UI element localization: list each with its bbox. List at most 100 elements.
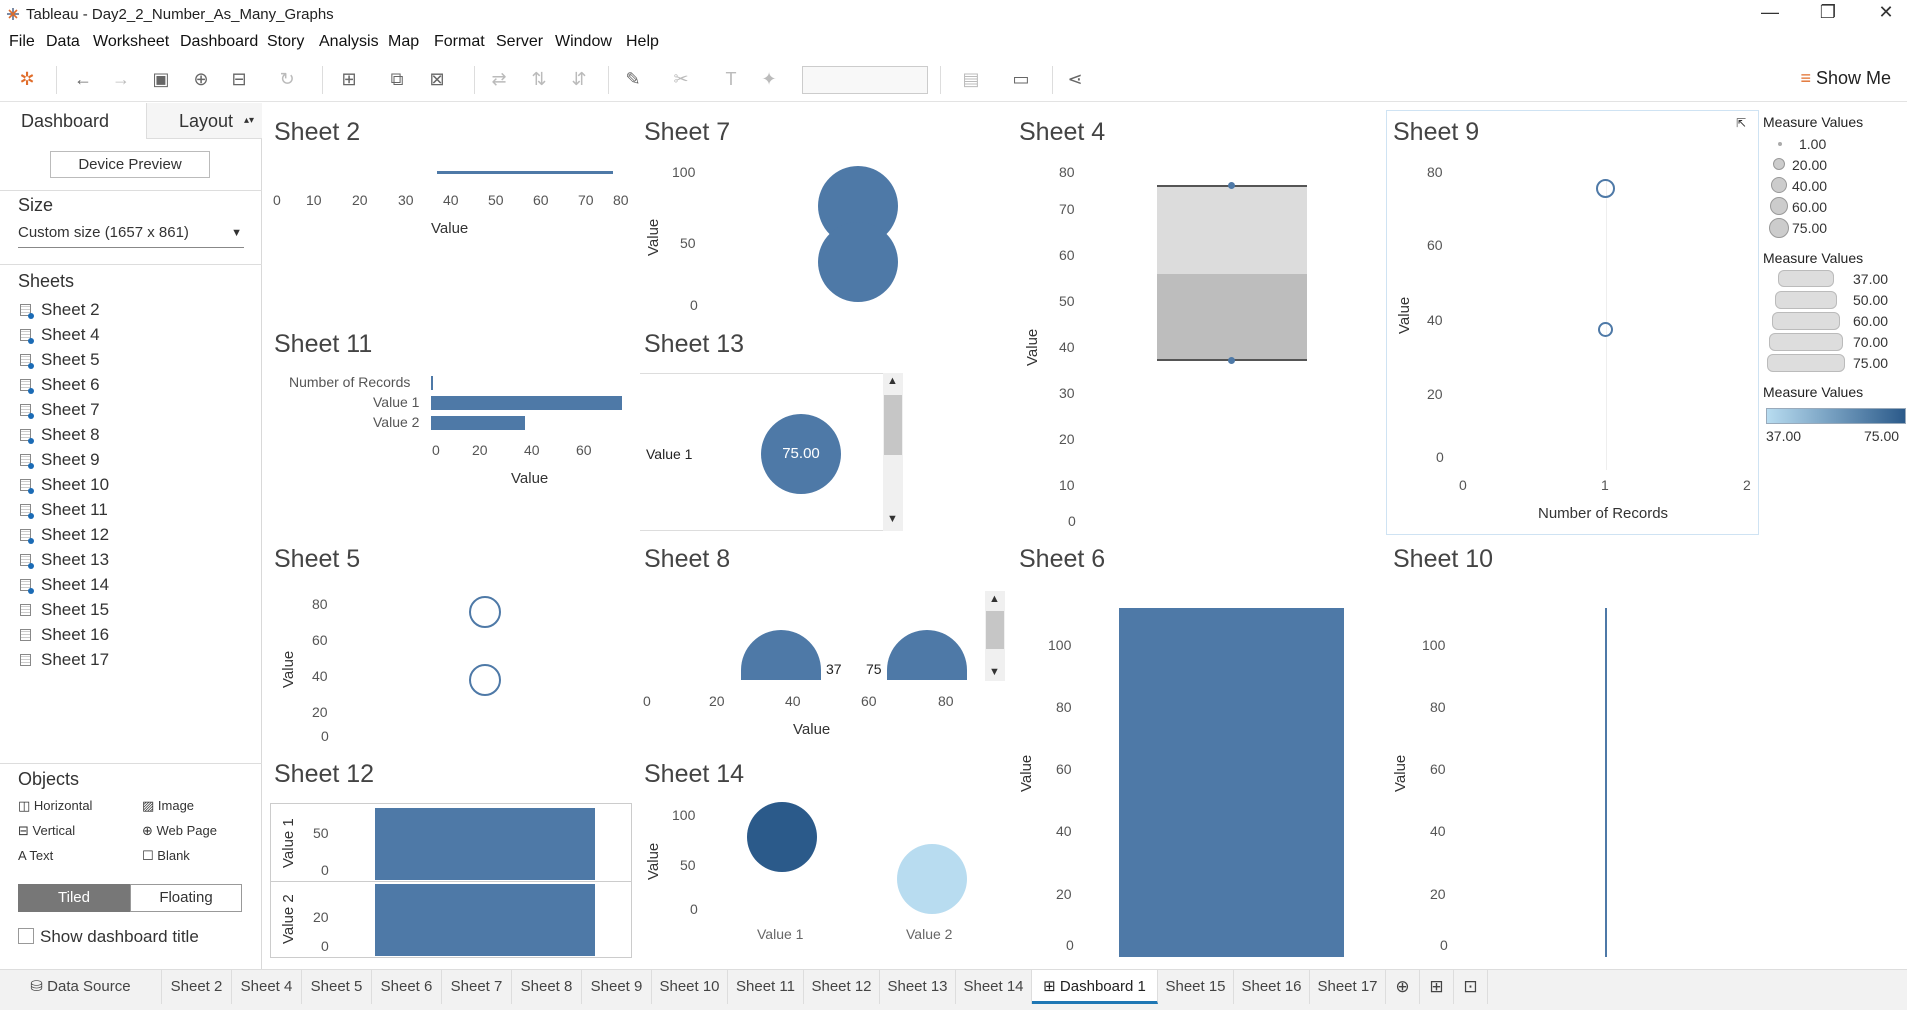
scrollbar-thumb[interactable]: [986, 611, 1004, 649]
sheet-name: Sheet 2: [41, 300, 100, 319]
sheet-list-item[interactable]: Sheet 16: [20, 623, 109, 647]
tab-dashboard[interactable]: Dashboard: [0, 103, 146, 139]
sheet-list-item[interactable]: Sheet 4: [20, 323, 100, 347]
sheet-tab[interactable]: Sheet 6: [372, 970, 442, 1004]
sheet-list-item[interactable]: Sheet 11: [20, 498, 108, 522]
scroll-up-icon[interactable]: ▲: [989, 593, 1000, 605]
sheet-list-item[interactable]: Sheet 17: [20, 648, 109, 672]
refresh-icon[interactable]: ↻: [279, 69, 295, 89]
menu-dashboard[interactable]: Dashboard: [180, 33, 259, 50]
object-text[interactable]: A Text: [18, 848, 53, 863]
fit-dropdown[interactable]: [802, 66, 928, 94]
new-dashboard-icon[interactable]: ⊞: [1420, 970, 1454, 1004]
tick-label: 20: [1427, 386, 1443, 402]
menu-window[interactable]: Window: [555, 33, 612, 50]
labels-icon[interactable]: T: [725, 69, 737, 89]
sheet-tab[interactable]: Sheet 5: [302, 970, 372, 1004]
sheet-tab[interactable]: Sheet 9: [582, 970, 652, 1004]
sheet-tab[interactable]: Sheet 11: [728, 970, 804, 1004]
worksheet-icon: [20, 404, 34, 419]
show-title-checkbox[interactable]: Show dashboard title: [18, 927, 199, 947]
tick-label: 0: [1436, 449, 1444, 465]
sheet-list-item[interactable]: Sheet 7: [20, 398, 100, 422]
floating-toggle[interactable]: Floating: [130, 884, 242, 912]
duplicate-icon[interactable]: ⧉: [390, 69, 404, 89]
pin-icon[interactable]: ✦: [761, 69, 777, 89]
menu-map[interactable]: Map: [388, 33, 420, 50]
expand-icon[interactable]: ⇱: [1736, 116, 1747, 130]
group-icon[interactable]: ✂: [673, 69, 689, 89]
object-image[interactable]: ▨ Image: [142, 798, 194, 814]
sheet-list-item[interactable]: Sheet 10: [20, 473, 109, 497]
menu-worksheet[interactable]: Worksheet: [93, 33, 170, 50]
new-datasource-icon[interactable]: ⊕: [193, 69, 209, 89]
sheet-tab[interactable]: Sheet 17: [1310, 970, 1386, 1004]
sheet-list-item[interactable]: Sheet 5: [20, 348, 100, 372]
undo-icon[interactable]: ←: [74, 69, 92, 89]
menu-data[interactable]: Data: [46, 33, 80, 50]
sheet-tab[interactable]: Sheet 15: [1158, 970, 1234, 1004]
sheet-tab[interactable]: Sheet 10: [652, 970, 728, 1004]
clear-sheet-icon[interactable]: ⊠: [429, 69, 445, 89]
highlight-icon[interactable]: ✎: [625, 69, 641, 89]
tableau-home-icon[interactable]: ✲: [19, 69, 35, 89]
menu-format[interactable]: Format: [434, 33, 485, 50]
menu-analysis[interactable]: Analysis: [319, 33, 379, 50]
menu-story[interactable]: Story: [267, 33, 305, 50]
tab-dashboard-1[interactable]: ⊞ Dashboard 1: [1032, 970, 1158, 1004]
object-horizontal[interactable]: ◫ Horizontal: [18, 798, 92, 814]
device-preview-button[interactable]: Device Preview: [50, 151, 210, 178]
show-me-button[interactable]: ≡ Show Me: [1800, 68, 1891, 89]
object-vertical[interactable]: ⊟ Vertical: [18, 823, 75, 839]
tiled-toggle[interactable]: Tiled: [18, 884, 130, 912]
sheet-list-item[interactable]: Sheet 2: [20, 298, 100, 322]
menu-help[interactable]: Help: [626, 33, 659, 50]
share-icon[interactable]: ⋖: [1067, 69, 1083, 89]
save-icon[interactable]: ▣: [152, 69, 170, 89]
cards-icon[interactable]: ▤: [962, 69, 980, 89]
sheet-tab[interactable]: Sheet 16: [1234, 970, 1310, 1004]
sort-descending-icon[interactable]: ⇵: [571, 69, 587, 89]
sheet-list-item[interactable]: Sheet 13: [20, 548, 109, 572]
new-story-icon[interactable]: ⊡: [1454, 970, 1488, 1004]
scrollbar-thumb[interactable]: [884, 395, 902, 455]
globe-icon: ⊕: [142, 823, 157, 838]
sheet-tab[interactable]: Sheet 12: [804, 970, 880, 1004]
sheet-tab[interactable]: Sheet 14: [956, 970, 1032, 1004]
selected-zone[interactable]: [1386, 110, 1759, 535]
presentation-icon[interactable]: ▭: [1012, 69, 1030, 89]
menu-file[interactable]: File: [9, 33, 35, 50]
scroll-down-icon[interactable]: ▼: [989, 666, 1000, 678]
pause-updates-icon[interactable]: ⊟: [231, 69, 247, 89]
object-web-page[interactable]: ⊕ Web Page: [142, 823, 217, 839]
tab-data-source[interactable]: ⛁ Data Source: [0, 970, 162, 1004]
sheet-list-item[interactable]: Sheet 6: [20, 373, 100, 397]
object-blank[interactable]: ☐ Blank: [142, 848, 190, 864]
restore-button[interactable]: ❐: [1819, 2, 1837, 22]
sheet-list-item[interactable]: Sheet 15: [20, 598, 109, 622]
worksheet-icon: [20, 429, 34, 444]
sort-ascending-icon[interactable]: ⇅: [531, 69, 547, 89]
sheet-tab[interactable]: Sheet 13: [880, 970, 956, 1004]
tick-label: 40: [443, 192, 459, 208]
swap-icon[interactable]: ⇄: [491, 69, 507, 89]
menu-server[interactable]: Server: [496, 33, 544, 50]
new-worksheet-icon[interactable]: ⊕: [1386, 970, 1420, 1004]
tab-layout[interactable]: Layout ▴▾: [146, 103, 262, 139]
new-worksheet-icon[interactable]: ⊞: [341, 69, 357, 89]
scroll-down-icon[interactable]: ▼: [887, 513, 898, 525]
sheet-tab[interactable]: Sheet 7: [442, 970, 512, 1004]
sheet-list-item[interactable]: Sheet 14: [20, 573, 109, 597]
sheet-list-item[interactable]: Sheet 8: [20, 423, 100, 447]
sheet-tab[interactable]: Sheet 4: [232, 970, 302, 1004]
sheet-title: Sheet 13: [644, 330, 745, 358]
sheet-tab[interactable]: Sheet 2: [162, 970, 232, 1004]
sheet-list-item[interactable]: Sheet 12: [20, 523, 109, 547]
minimize-button[interactable]: —: [1761, 2, 1779, 22]
sheet-list-item[interactable]: Sheet 9: [20, 448, 100, 472]
scroll-up-icon[interactable]: ▲: [887, 375, 898, 387]
close-button[interactable]: ✕: [1878, 2, 1894, 22]
size-select[interactable]: Custom size (1657 x 861) ▼: [18, 220, 244, 248]
sheet-tab[interactable]: Sheet 8: [512, 970, 582, 1004]
redo-icon[interactable]: →: [112, 69, 130, 89]
